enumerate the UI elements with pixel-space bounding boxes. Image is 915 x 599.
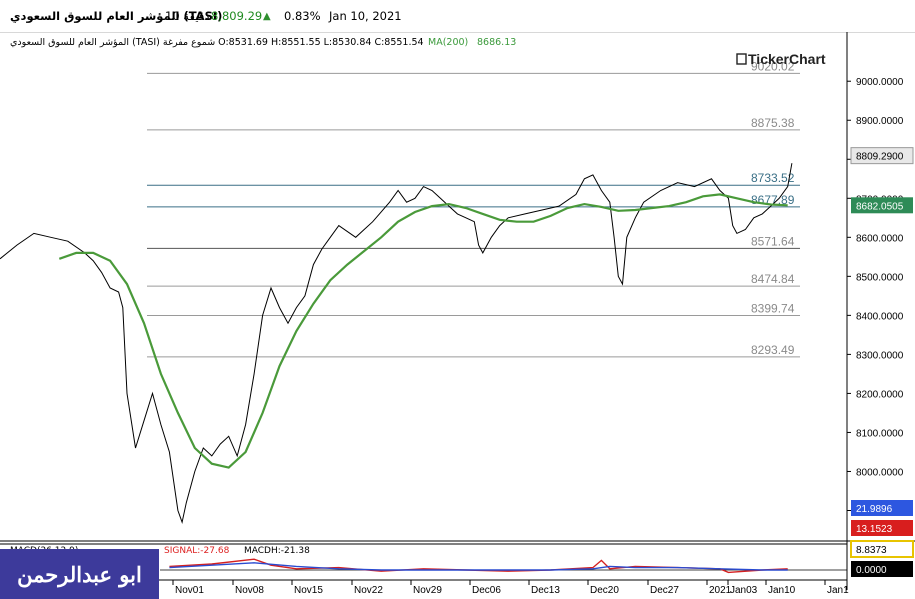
current-price-tag-label: 8809.2900 <box>856 152 904 163</box>
level-label: 8733.52 <box>751 171 795 185</box>
ma-value: 8686.13 <box>477 37 517 48</box>
macd-value-tag-label: 13.1523 <box>856 524 893 535</box>
logo-icon <box>736 53 747 65</box>
current-price-tag <box>850 147 914 165</box>
y-tick-label: 8600.0000 <box>856 233 904 244</box>
price-tags: 8809.2900 8682.0505 21.9896 13.1523 8.8373 0.… <box>850 147 914 577</box>
level-label: 8399.74 <box>751 301 795 315</box>
x-tick-label: 2021 <box>709 585 732 596</box>
level-label: 8571.64 <box>751 234 795 248</box>
timeframe-selector[interactable]: 10 دقيقة <box>165 9 210 23</box>
ma-series-line <box>58 193 788 469</box>
y-axis: 9000.00008900.00008800.00008700.00008600… <box>847 77 904 517</box>
y-tick-label: 8500.0000 <box>856 272 904 283</box>
macd-signal: SIGNAL:-27.68 <box>164 546 230 556</box>
chart-series <box>0 163 793 525</box>
quote-date: Jan 10, 2021 <box>329 9 402 23</box>
x-tick-label: Nov22 <box>354 585 383 596</box>
up-triangle-icon: ▲ <box>263 11 271 22</box>
x-tick-label: Jan10 <box>768 585 796 596</box>
macd-hist: MACDH:-21.38 <box>244 546 310 556</box>
macd-value-tag <box>851 561 913 577</box>
y-tick-label: 8100.0000 <box>856 428 904 439</box>
macd-value-tag-label: 8.8373 <box>856 545 887 556</box>
index-name: المؤشر العام للسوق السعودي (TASI) <box>10 9 223 23</box>
x-tick-label: Nov08 <box>235 585 264 596</box>
macd-value-tag-label: 21.9896 <box>856 504 893 515</box>
macd-value-tag-label: 0.0000 <box>856 565 887 576</box>
x-tick-label: Jan1 <box>827 585 849 596</box>
level-label: 8474.84 <box>751 272 795 286</box>
y-tick-label: 8900.0000 <box>856 116 904 127</box>
x-tick-label: Nov29 <box>413 585 442 596</box>
x-tick-label: Dec20 <box>590 585 619 596</box>
level-lines: 9020.028875.388733.528677.898571.648474.… <box>147 59 800 358</box>
x-tick-label: Nov01 <box>175 585 204 596</box>
y-tick-label: 8400.0000 <box>856 311 904 322</box>
macd-value-tag <box>851 520 913 536</box>
y-tick-label: 9000.0000 <box>856 77 904 88</box>
signal-line <box>169 562 788 571</box>
x-axis: Nov01 Nov08 Nov15 Nov22 Nov29 Dec06 Dec13 Dec20… <box>172 580 849 596</box>
x-tick-label: Dec13 <box>531 585 560 596</box>
macd-value-tag <box>851 500 913 516</box>
tickerchart-logo: TickerChart <box>736 51 826 67</box>
y-tick-label: 8300.0000 <box>856 350 904 361</box>
brand-name: TickerChart <box>748 51 826 67</box>
author-watermark: ابو عبدالرحمن <box>0 549 159 599</box>
x-tick-label: Nov15 <box>294 585 323 596</box>
y-tick-label: 8200.0000 <box>856 389 904 400</box>
change-percent: 0.83% <box>284 9 321 23</box>
ohlc-readout: المؤشر العام للسوق السعودي (TASI) شموع م… <box>10 37 424 48</box>
level-label: 9020.02 <box>751 59 795 73</box>
level-label: 8875.38 <box>751 116 795 130</box>
price-series-line <box>0 163 793 525</box>
x-tick-label: Jan03 <box>730 585 758 596</box>
x-tick-label: Dec27 <box>650 585 679 596</box>
macd-pane <box>160 558 847 574</box>
macd-value-tag <box>850 540 914 558</box>
ma-label: MA(200) <box>428 37 469 48</box>
x-tick-label: Dec06 <box>472 585 501 596</box>
level-label: 8293.49 <box>751 343 795 357</box>
ma-price-tag <box>851 197 913 214</box>
current-price: 8,809.29 <box>211 9 263 23</box>
ma-price-tag-label: 8682.0505 <box>856 201 904 212</box>
top-bar: المؤشر العام للسوق السعودي (TASI) 10 دقي… <box>0 0 915 33</box>
y-tick-label: 8000.0000 <box>856 467 904 478</box>
